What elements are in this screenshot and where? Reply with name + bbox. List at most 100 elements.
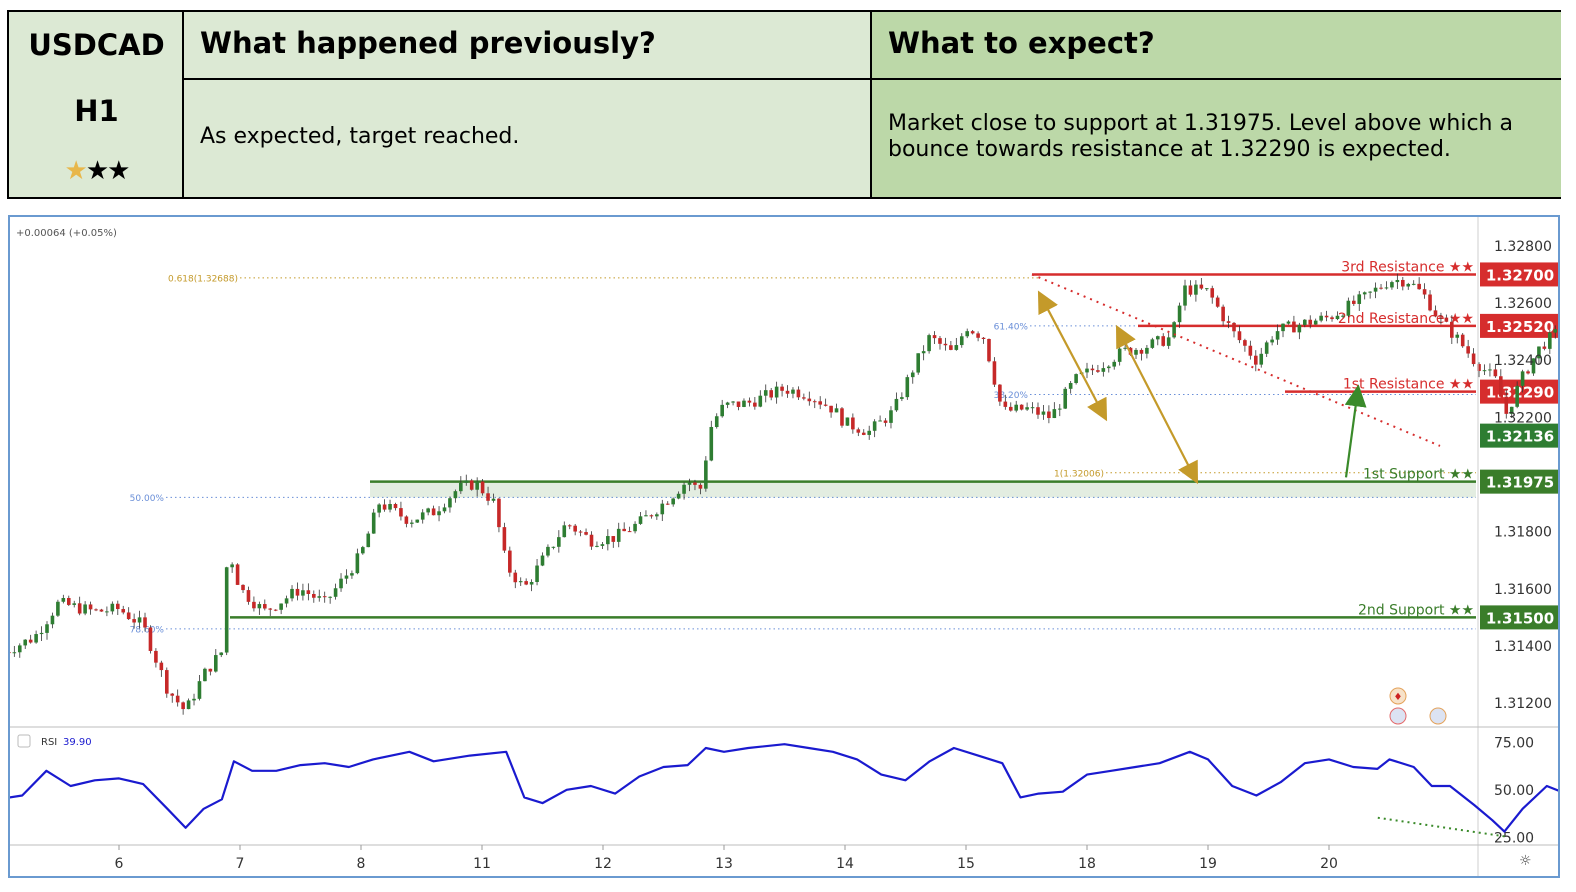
candle-body (1384, 287, 1389, 289)
candle-body (1493, 369, 1498, 377)
candle-body (1041, 411, 1046, 415)
candle-body (676, 493, 681, 499)
x-tick-label: 15 (957, 856, 975, 872)
candle-body (1014, 404, 1019, 411)
candle-body (1074, 374, 1078, 384)
candle-body (1520, 371, 1525, 386)
candle-body (219, 652, 224, 656)
fib-level-label: 50.00% (130, 494, 165, 504)
candle-body (328, 596, 332, 598)
candle-body (742, 400, 746, 407)
star-filled-icon: ★ (64, 156, 88, 186)
candle-body (426, 508, 430, 513)
candle-body (61, 598, 66, 602)
us-flag-icon[interactable] (1389, 707, 1407, 725)
candle-body (1553, 329, 1558, 333)
x-tick-label: 12 (594, 856, 612, 872)
candle-body (981, 337, 986, 339)
price-tick-label: 1.32600 (1494, 296, 1552, 312)
candle-body (747, 400, 752, 403)
candle-body (807, 398, 812, 402)
collapse-toggle-icon[interactable] (17, 734, 31, 748)
candle-body (110, 603, 115, 612)
candle-body (1248, 345, 1253, 356)
candle-body (1542, 346, 1547, 349)
candle-body (1112, 361, 1117, 367)
candle-body (693, 482, 697, 485)
candle-body (1455, 334, 1460, 338)
candle-body (1210, 288, 1215, 298)
candle-body (627, 531, 632, 533)
candle-body (802, 397, 806, 399)
price-tick-label: 1.31800 (1494, 525, 1552, 541)
candle-body (1471, 353, 1476, 365)
candle-body (415, 519, 420, 523)
candle-body (263, 604, 267, 609)
candle-body (535, 565, 539, 582)
candle-body (214, 655, 218, 672)
candle-body (50, 615, 55, 625)
candle-body (1352, 300, 1356, 304)
candle-body (94, 609, 98, 611)
price-chart[interactable]: 0.618(1.32688) 78.60% 61.40% 50.00% 38.20% 1(… (0, 217, 1576, 876)
candle-body (959, 336, 964, 346)
candle-body (818, 401, 822, 405)
candle-body (1401, 279, 1405, 287)
us-flag-icon[interactable] (1429, 707, 1447, 725)
trendline-resistance (1031, 273, 1441, 447)
candle-body (1270, 339, 1274, 343)
candle-body (105, 611, 109, 613)
candle-body (910, 372, 915, 378)
candle-body (148, 627, 153, 651)
candle-body (39, 632, 44, 635)
candle-body (796, 389, 801, 398)
candle-body (861, 432, 866, 435)
candle-body (1281, 323, 1285, 332)
candle-body (366, 533, 371, 548)
candle-body (938, 338, 942, 344)
candle-body (339, 578, 343, 589)
candle-body (1422, 289, 1427, 295)
candle-body (28, 639, 33, 643)
canada-flag-icon[interactable] (1389, 687, 1407, 705)
x-tick-label: 14 (836, 856, 854, 872)
candle-body (257, 604, 262, 609)
candle-body (785, 390, 790, 394)
settings-gear-icon[interactable]: ☼ (1519, 853, 1532, 869)
candle-body (665, 503, 670, 505)
candle-body (1460, 334, 1465, 347)
candle-body (1537, 346, 1541, 359)
candle-body (1395, 279, 1400, 283)
candle-body (780, 386, 784, 391)
candle-body (34, 634, 38, 643)
candle-body (970, 331, 975, 334)
candle-body (1090, 368, 1095, 371)
candle-body (410, 522, 414, 524)
candle-body (1025, 407, 1029, 410)
candle-body (1019, 404, 1024, 410)
candle-body (170, 693, 175, 696)
candle-body (203, 668, 207, 682)
candle-body (350, 573, 354, 576)
candle-body (333, 588, 338, 597)
candle-body (1047, 411, 1051, 419)
candle-body (1096, 370, 1100, 372)
candle-body (769, 390, 773, 398)
candle-body (976, 333, 980, 338)
price-tick-label: 1.31400 (1494, 639, 1552, 655)
candle-body (431, 508, 436, 516)
candle-body (45, 624, 49, 633)
candle-body (317, 596, 322, 598)
x-tick-label: 20 (1320, 856, 1338, 872)
candle-body (143, 617, 147, 628)
candle-body (949, 345, 953, 350)
candle-body (480, 481, 485, 494)
candle-body (731, 401, 735, 403)
candle-body (774, 386, 779, 398)
candle-body (812, 401, 817, 403)
candle-body (284, 598, 289, 604)
candle-body (388, 504, 392, 510)
prev-header-cell: What happened previously? (184, 12, 872, 80)
candle-body (241, 584, 245, 591)
expect-text-line2: bounce towards resistance at 1.32290 is … (888, 137, 1451, 162)
